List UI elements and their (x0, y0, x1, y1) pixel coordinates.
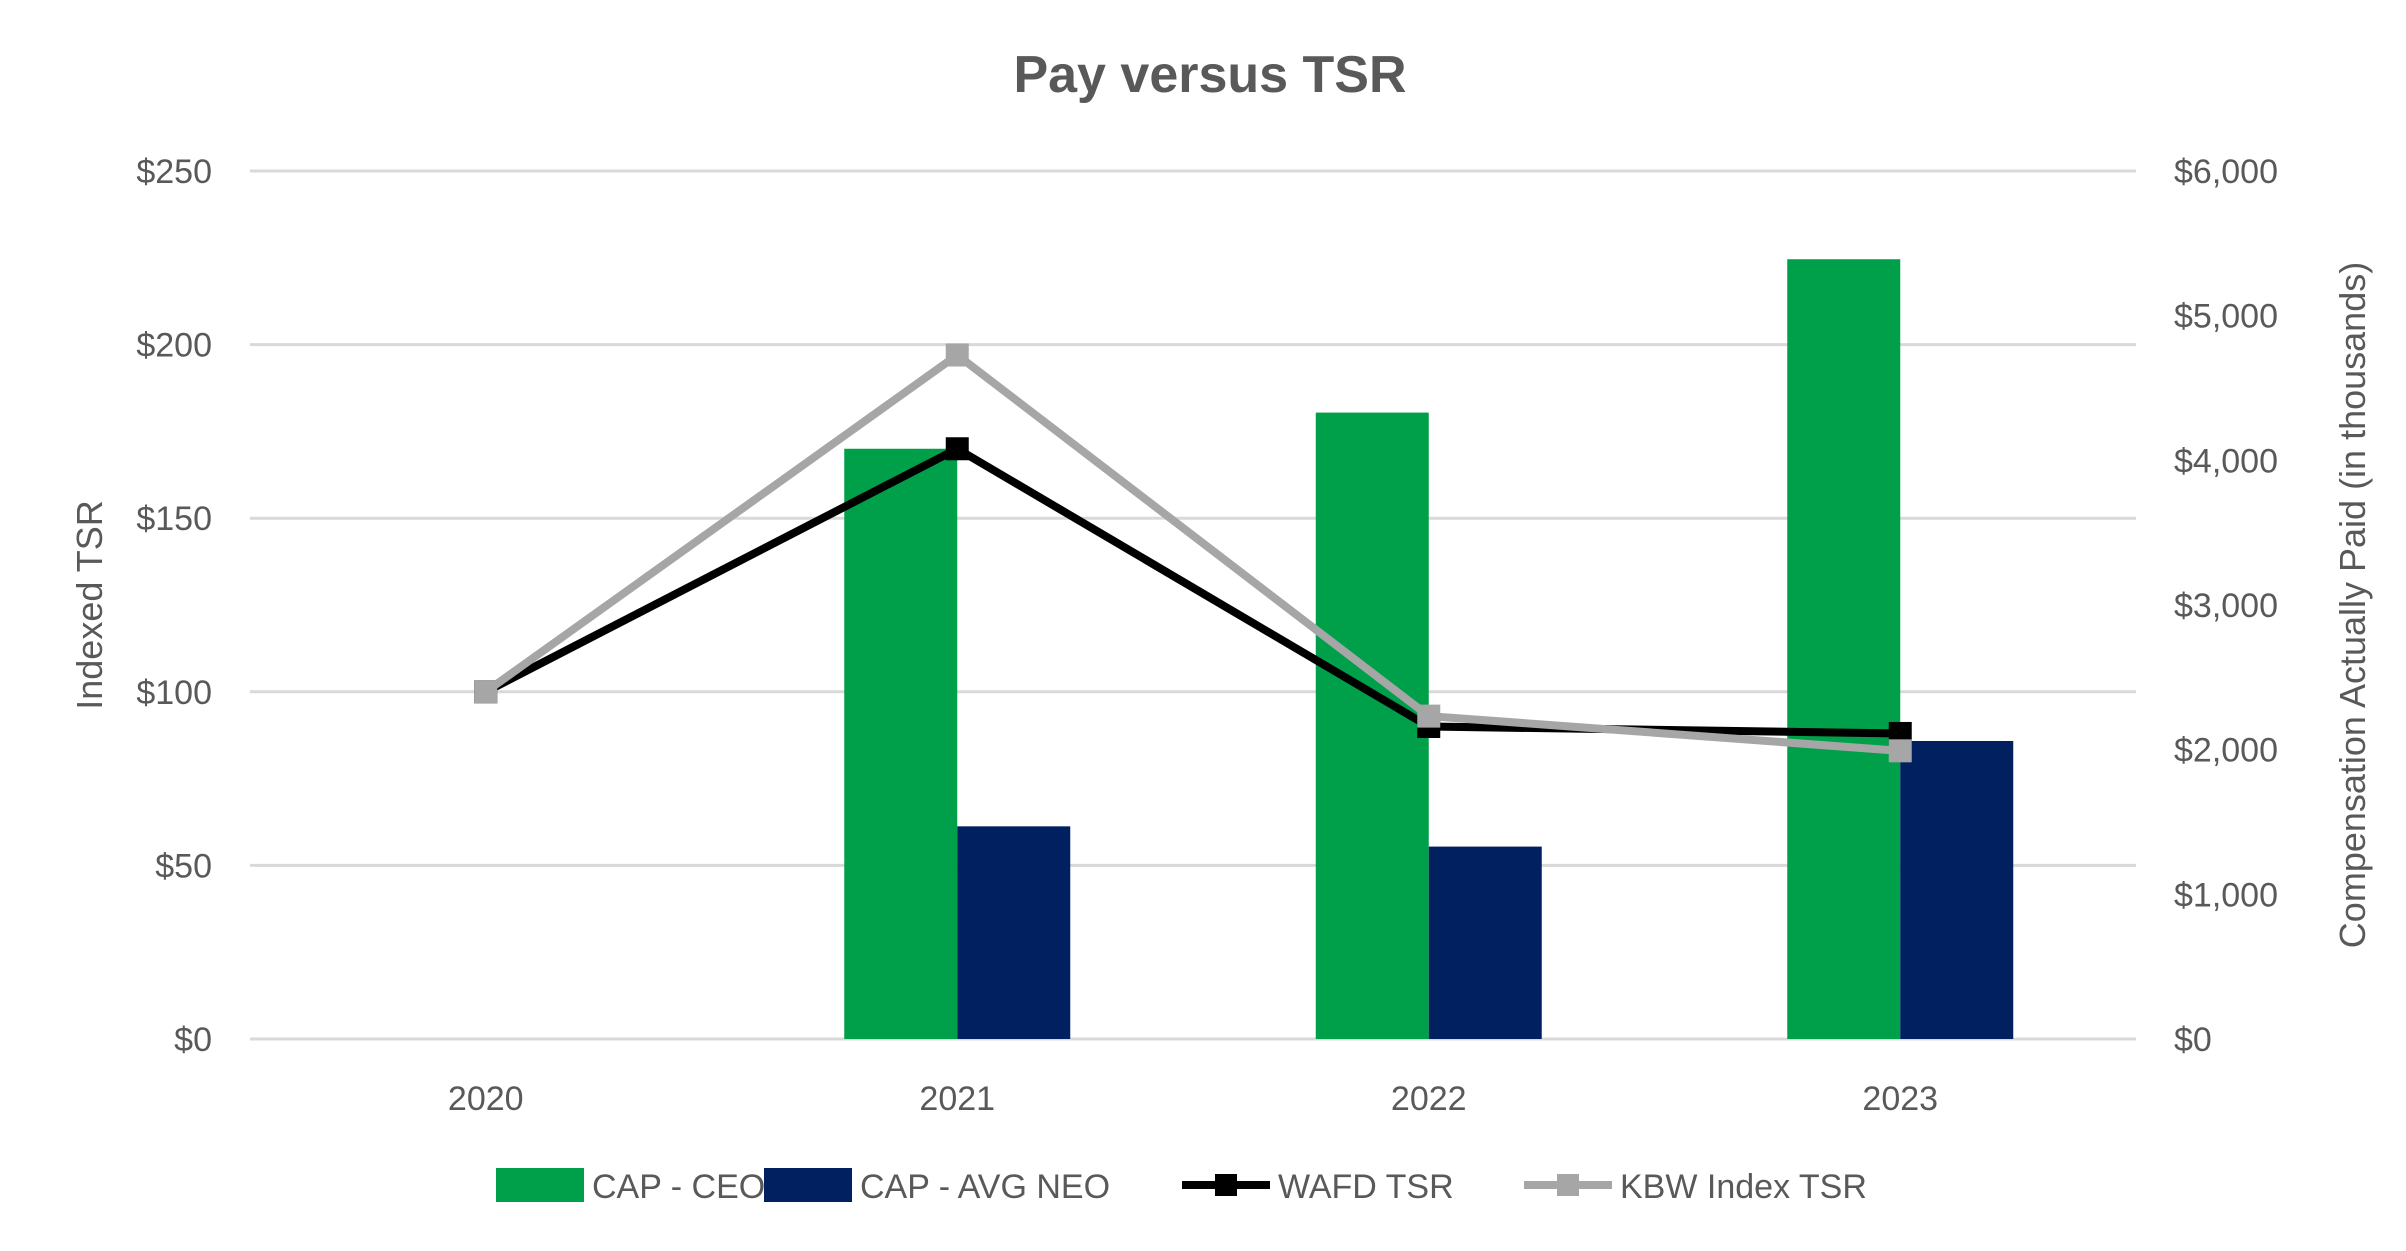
legend-swatch (764, 1168, 852, 1202)
x-tick-label: 2022 (1391, 1080, 1467, 1118)
marker (945, 437, 969, 461)
right-axis-label: Compensation Actually Paid (in thousands… (2332, 262, 2373, 948)
marker (1888, 739, 1912, 763)
left-tick-label: $100 (136, 674, 212, 712)
legend-label: WAFD TSR (1278, 1168, 1454, 1206)
right-tick-label: $5,000 (2174, 298, 2278, 336)
x-tick-label: 2021 (919, 1080, 995, 1118)
left-axis-label: Indexed TSR (69, 500, 110, 709)
marker (945, 343, 969, 367)
left-tick-label: $150 (136, 500, 212, 538)
bar-cap-ceo (1315, 412, 1429, 1039)
left-tick-label: $200 (136, 327, 212, 365)
lines (474, 343, 1912, 763)
legend-label: CAP - AVG NEO (860, 1168, 1110, 1206)
chart-title: Pay versus TSR (1013, 46, 1406, 104)
right-tick-label: $4,000 (2174, 442, 2278, 480)
marker (474, 680, 498, 704)
x-tick-label: 2020 (448, 1080, 524, 1118)
legend-label: CAP - CEO (592, 1168, 765, 1206)
right-axis-ticks: $0 $1,000 $2,000 $3,000 $4,000 $5,000 $6,000 (2174, 153, 2278, 1059)
bars (844, 259, 2014, 1039)
legend-marker (1557, 1174, 1579, 1196)
bar-cap-ceo (844, 448, 958, 1039)
marker (1417, 704, 1441, 728)
legend-label: KBW Index TSR (1620, 1168, 1867, 1206)
bar-cap-ceo (1787, 259, 1901, 1039)
left-tick-label: $50 (155, 847, 212, 885)
line-kbw-index-tsr (483, 351, 1901, 755)
left-tick-label: $250 (136, 153, 212, 191)
right-tick-label: $0 (2174, 1021, 2212, 1059)
bar-cap-avg-neo (1900, 740, 2014, 1039)
right-tick-label: $1,000 (2174, 876, 2278, 914)
right-tick-label: $6,000 (2174, 153, 2278, 191)
right-tick-label: $2,000 (2174, 732, 2278, 770)
bar-cap-avg-neo (957, 826, 1071, 1039)
legend-marker (1215, 1174, 1237, 1196)
x-axis-ticks: 2020 2021 2022 2023 (448, 1080, 1938, 1118)
x-tick-label: 2023 (1862, 1080, 1938, 1118)
bar-cap-avg-neo (1428, 846, 1542, 1039)
left-axis-ticks: $0 $50 $100 $150 $200 $250 (136, 153, 212, 1059)
left-tick-label: $0 (174, 1021, 212, 1059)
legend-swatch (496, 1168, 584, 1202)
right-tick-label: $3,000 (2174, 587, 2278, 625)
legend: CAP - CEO CAP - AVG NEO WAFD TSR KBW Index … (496, 1168, 1867, 1206)
